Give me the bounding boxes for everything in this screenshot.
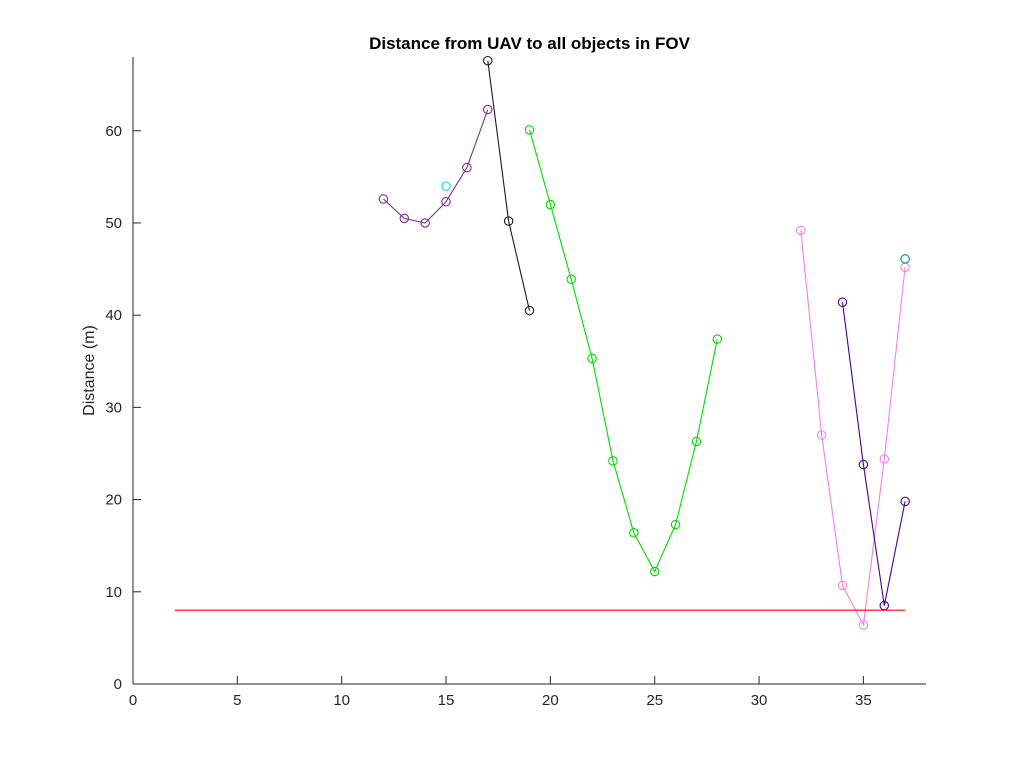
y-tick-label: 20 bbox=[105, 492, 122, 509]
data-point bbox=[670, 519, 681, 530]
series-line bbox=[841, 302, 906, 606]
x-tick-label: 30 bbox=[751, 692, 768, 709]
axes: 0 5 10 15 20 25 30 35 0 10 20 30 40 50 60 bbox=[105, 57, 926, 709]
series-line bbox=[487, 60, 531, 311]
data-point bbox=[796, 225, 806, 236]
series-3 bbox=[441, 181, 451, 191]
series-line bbox=[800, 230, 906, 627]
data-point bbox=[462, 162, 472, 173]
data-point bbox=[587, 353, 597, 364]
data-point bbox=[608, 456, 618, 466]
x-tick-label: 5 bbox=[233, 692, 241, 709]
data-point bbox=[858, 620, 869, 630]
y-tick-label: 60 bbox=[105, 123, 122, 140]
x-tick-label: 35 bbox=[855, 692, 872, 709]
data-point bbox=[879, 454, 890, 464]
series-7 bbox=[900, 254, 910, 264]
x-tick-label: 20 bbox=[542, 692, 559, 709]
data-point bbox=[483, 104, 493, 115]
data-point bbox=[837, 297, 848, 308]
x-tick-label: 15 bbox=[438, 692, 455, 709]
y-tick-label: 50 bbox=[105, 215, 122, 232]
y-tick-label: 30 bbox=[105, 399, 122, 416]
data-point bbox=[649, 566, 660, 577]
data-point bbox=[378, 194, 389, 204]
series-1 bbox=[378, 104, 493, 228]
data-point bbox=[483, 55, 493, 66]
series-6 bbox=[837, 297, 910, 611]
y-tick-label: 40 bbox=[105, 307, 122, 324]
y-tick-label: 10 bbox=[105, 584, 122, 601]
data-point bbox=[545, 199, 556, 210]
data-point bbox=[503, 216, 514, 226]
x-tick-label: 10 bbox=[333, 692, 350, 709]
data-point bbox=[524, 305, 535, 316]
data-point bbox=[441, 197, 451, 207]
data-point bbox=[566, 274, 576, 284]
data-point bbox=[900, 254, 910, 264]
series-line bbox=[528, 129, 718, 573]
data-point bbox=[629, 528, 639, 538]
series-line bbox=[383, 109, 489, 224]
data-point bbox=[837, 580, 848, 591]
data-point bbox=[441, 181, 451, 191]
data-point bbox=[691, 436, 702, 447]
data-point bbox=[420, 218, 430, 228]
series-5 bbox=[796, 225, 910, 630]
chart-title: Distance from UAV to all objects in FOV bbox=[369, 34, 691, 53]
data-point bbox=[399, 213, 410, 224]
data-point bbox=[712, 334, 723, 344]
x-tick-label: 25 bbox=[646, 692, 663, 709]
data-point bbox=[524, 125, 535, 135]
series-4 bbox=[524, 125, 723, 577]
plot-area bbox=[174, 55, 910, 630]
y-axis-label: Distance (m) bbox=[81, 325, 98, 416]
series-2 bbox=[483, 55, 535, 316]
x-tick-label: 0 bbox=[129, 692, 137, 709]
data-point bbox=[816, 430, 827, 440]
data-point bbox=[858, 459, 869, 470]
data-point bbox=[900, 496, 910, 507]
y-tick-label: 0 bbox=[114, 676, 122, 693]
